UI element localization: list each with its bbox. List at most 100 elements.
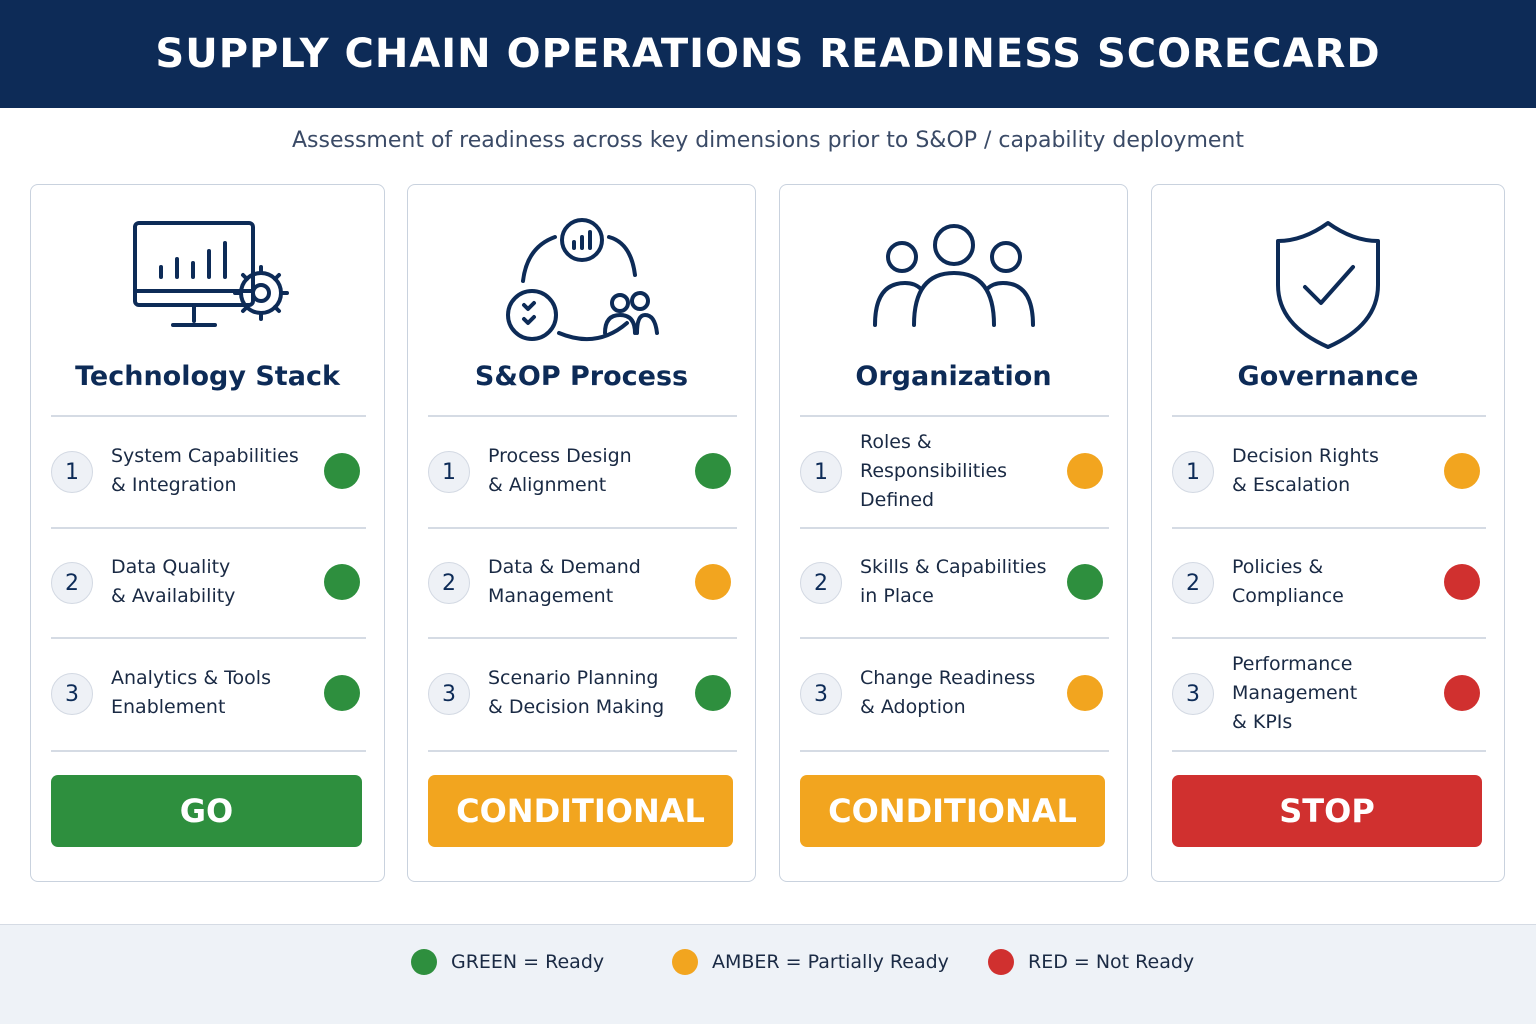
item-label-line: Policies & Compliance	[1232, 556, 1344, 607]
item-label-line: Management	[488, 585, 614, 607]
item-label-line: & Decision Making	[488, 696, 665, 718]
divider	[51, 415, 366, 417]
divider	[1172, 750, 1486, 752]
divider	[1172, 527, 1486, 529]
readiness-item: 3 Performance Management & KPIs	[1172, 639, 1486, 749]
legend-dot	[988, 949, 1014, 975]
item-number: 1	[1172, 451, 1214, 493]
divider	[800, 527, 1109, 529]
divider	[1172, 637, 1486, 639]
item-label-line: Process Design	[488, 445, 632, 467]
item-number: 2	[428, 562, 470, 604]
item-label-line: Skills & Capabilities	[860, 556, 1047, 578]
item-label: Decision Rights & Escalation	[1232, 417, 1436, 525]
item-number: 3	[428, 673, 470, 715]
item-number: 1	[428, 451, 470, 493]
status-dot	[1444, 675, 1480, 711]
divider	[800, 415, 1109, 417]
item-label: System Capabilities & Integration	[111, 417, 316, 525]
card: S&OP Process 1 Process Design & Alignment 2 D…	[407, 184, 756, 882]
item-number: 2	[1172, 562, 1214, 604]
legend-dot	[411, 949, 437, 975]
readiness-item: 1 Process Design & Alignment	[428, 417, 737, 527]
card-icon	[31, 215, 384, 355]
item-label-line: Roles & Responsibilities	[860, 430, 1008, 482]
item-label: Change Readiness & Adoption	[860, 639, 1059, 747]
card-title: S&OP Process	[474, 361, 689, 392]
divider	[800, 637, 1109, 639]
item-label: Data Quality & Availability	[111, 528, 316, 636]
legend-item: RED = Not Ready	[988, 949, 1194, 975]
item-label: Scenario Planning & Decision Making	[488, 639, 687, 747]
readiness-item: 1 System Capabilities & Integration	[51, 417, 366, 527]
item-label-line: Analytics & Tools	[111, 667, 271, 689]
divider	[428, 750, 737, 752]
item-number: 1	[51, 451, 93, 493]
item-label-line: & Integration	[111, 474, 237, 496]
title: SUPPLY CHAIN OPERATIONS READINESS SCOREC…	[155, 31, 1381, 77]
readiness-item: 3 Change Readiness & Adoption	[800, 639, 1109, 749]
item-number: 3	[51, 673, 93, 715]
verdict: GO	[51, 775, 362, 847]
item-label-line: System Capabilities	[111, 445, 299, 467]
item-label: Data & Demand Management	[488, 528, 687, 636]
legend-item: AMBER = Partially Ready	[672, 949, 949, 975]
item-number: 2	[800, 562, 842, 604]
status-dot	[324, 675, 360, 711]
divider	[51, 750, 366, 752]
card-icon	[1152, 215, 1504, 355]
legend-item: GREEN = Ready	[411, 949, 604, 975]
readiness-item: 3 Scenario Planning & Decision Making	[428, 639, 737, 749]
verdict: CONDITIONAL	[428, 775, 733, 847]
status-dot	[324, 564, 360, 600]
status-dot	[695, 453, 731, 489]
readiness-item: 1 Decision Rights & Escalation	[1172, 417, 1486, 527]
item-number: 2	[51, 562, 93, 604]
item-label-line: Defined	[860, 488, 935, 511]
status-dot	[1444, 453, 1480, 489]
legend-text: AMBER = Partially Ready	[712, 951, 949, 973]
item-label: Performance Management & KPIs	[1232, 639, 1436, 747]
readiness-item: 2 Skills & Capabilities in Place	[800, 528, 1109, 638]
item-label: Process Design & Alignment	[488, 417, 687, 525]
item-label: Skills & Capabilities in Place	[860, 528, 1059, 636]
status-dot	[1444, 564, 1480, 600]
item-number: 1	[800, 451, 842, 493]
item-label-line: & Escalation	[1232, 474, 1351, 496]
card: Organization 1 Roles & Responsibilities Def…	[779, 184, 1128, 882]
divider	[428, 527, 737, 529]
item-label-line: Scenario Planning	[488, 667, 659, 689]
item-label-line: Data Quality	[111, 556, 231, 578]
card-icon	[408, 215, 755, 355]
divider	[51, 527, 366, 529]
readiness-item: 1 Roles & Responsibilities Defined	[800, 417, 1109, 527]
item-label-line: & Alignment	[488, 474, 607, 496]
header: SUPPLY CHAIN OPERATIONS READINESS SCOREC…	[0, 0, 1536, 108]
item-label: Roles & Responsibilities Defined	[860, 417, 1059, 525]
legend: GREEN = Ready AMBER = Partially Ready RED …	[0, 924, 1536, 1024]
divider	[428, 415, 737, 417]
item-label-line: Enablement	[111, 696, 226, 718]
card-title: Governance	[1237, 361, 1419, 392]
item-number: 3	[800, 673, 842, 715]
card-title: Organization	[855, 361, 1052, 392]
divider	[1172, 415, 1486, 417]
item-label-line: Change Readiness	[860, 667, 1036, 689]
status-dot	[1067, 453, 1103, 489]
readiness-item: 2 Data & Demand Management	[428, 528, 737, 638]
item-number: 3	[1172, 673, 1214, 715]
item-label-line: & KPIs	[1232, 710, 1293, 733]
item-label-line: Decision Rights	[1232, 445, 1379, 467]
item-label-line: & Availability	[111, 585, 236, 607]
divider	[800, 750, 1109, 752]
verdict: CONDITIONAL	[800, 775, 1105, 847]
item-label-line: & Adoption	[860, 696, 966, 718]
legend-text: RED = Not Ready	[1028, 951, 1195, 973]
status-dot	[1067, 564, 1103, 600]
subtitle: Assessment of readiness across key dimen…	[291, 128, 1244, 153]
legend-text: GREEN = Ready	[451, 951, 605, 973]
readiness-item: 2 Data Quality & Availability	[51, 528, 366, 638]
verdict: STOP	[1172, 775, 1482, 847]
card-icon	[780, 215, 1127, 355]
